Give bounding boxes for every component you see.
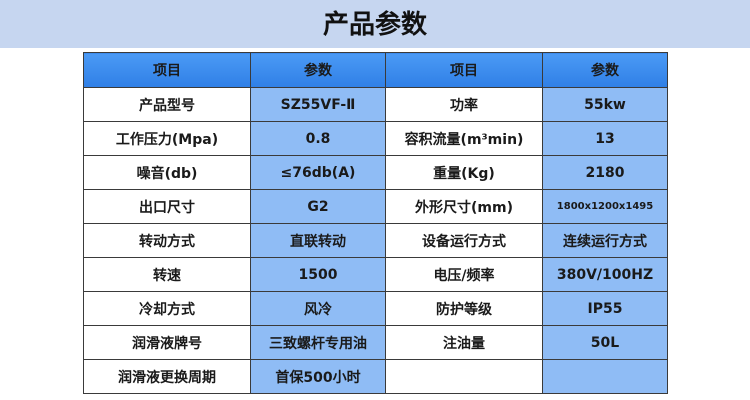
table-row: 出口尺寸 G2 外形尺寸(mm) 1800x1200x1495 [83,189,668,224]
header-item: 项目 [83,52,251,88]
item-cell: 防护等级 [385,291,543,326]
table-row: 转动方式 直联转动 设备运行方式 连续运行方式 [83,223,668,258]
item-cell: 转动方式 [83,223,251,258]
param-cell: 连续运行方式 [542,223,668,258]
param-cell: IP55 [542,291,668,326]
item-cell: 容积流量(m³min) [385,121,543,156]
param-cell: 55kw [542,87,668,122]
item-cell: 冷却方式 [83,291,251,326]
param-cell: 380V/100HZ [542,257,668,292]
header-param: 参数 [542,52,668,88]
item-cell: 注油量 [385,325,543,360]
item-cell: 工作压力(Mpa) [83,121,251,156]
param-cell: 1500 [250,257,386,292]
param-cell: ≤76db(A) [250,155,386,190]
table-row: 工作压力(Mpa) 0.8 容积流量(m³min) 13 [83,121,668,156]
param-cell: 0.8 [250,121,386,156]
item-cell: 电压/频率 [385,257,543,292]
item-cell: 重量(Kg) [385,155,543,190]
param-cell: G2 [250,189,386,224]
param-cell: 三致螺杆专用油 [250,325,386,360]
item-cell [385,359,543,394]
table-row: 噪音(db) ≤76db(A) 重量(Kg) 2180 [83,155,668,190]
table-row: 润滑液牌号 三致螺杆专用油 注油量 50L [83,325,668,360]
title-band [0,0,750,48]
item-cell: 转速 [83,257,251,292]
table-row: 产品型号 SZ55VF-Ⅱ 功率 55kw [83,87,668,122]
param-cell: SZ55VF-Ⅱ [250,87,386,122]
table-header-row: 项目 参数 项目 参数 [83,52,668,88]
item-cell: 外形尺寸(mm) [385,189,543,224]
table-row: 冷却方式 风冷 防护等级 IP55 [83,291,668,326]
item-cell: 噪音(db) [83,155,251,190]
param-cell: 50L [542,325,668,360]
item-cell: 润滑液牌号 [83,325,251,360]
header-item: 项目 [385,52,543,88]
param-cell: 首保500小时 [250,359,386,394]
param-cell: 13 [542,121,668,156]
item-cell: 设备运行方式 [385,223,543,258]
param-cell: 风冷 [250,291,386,326]
page-title: 产品参数 [322,10,427,40]
param-cell: 直联转动 [250,223,386,258]
header-param: 参数 [250,52,386,88]
table-row: 转速 1500 电压/频率 380V/100HZ [83,257,668,292]
item-cell: 出口尺寸 [83,189,251,224]
item-cell: 产品型号 [83,87,251,122]
table-row: 润滑液更换周期 首保500小时 [83,359,668,394]
item-cell: 润滑液更换周期 [83,359,251,394]
param-cell: 1800x1200x1495 [542,189,668,224]
item-cell: 功率 [385,87,543,122]
param-cell: 2180 [542,155,668,190]
spec-table: 项目 参数 项目 参数 产品型号 SZ55VF-Ⅱ 功率 55kw 工作压力(Mpa) 0… [83,52,668,394]
param-cell [542,359,668,394]
